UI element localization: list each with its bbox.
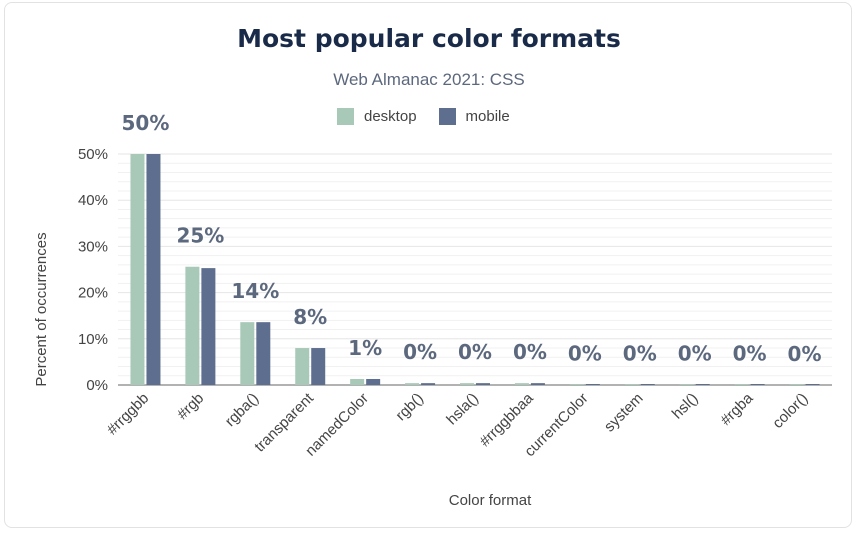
bar-mobile [530, 383, 545, 385]
data-label: 1% [348, 336, 382, 360]
data-label: 0% [568, 342, 602, 366]
x-tick-label: #rrggbb [104, 390, 153, 439]
bar-mobile [695, 384, 710, 385]
data-label: 0% [733, 342, 767, 366]
bar-desktop [295, 348, 310, 385]
bar-mobile [146, 154, 161, 385]
legend-label-desktop: desktop [364, 108, 417, 125]
data-label: 0% [623, 342, 657, 366]
data-label: 0% [403, 340, 437, 364]
data-label: 50% [122, 111, 170, 135]
legend-swatch-mobile [438, 108, 456, 125]
bar-desktop [460, 383, 474, 385]
x-tick-label: #rgba [717, 389, 757, 429]
bar-desktop [185, 266, 200, 385]
x-tick-label: #rgb [174, 390, 207, 423]
data-label: 25% [176, 224, 224, 248]
x-tick-label: hsl() [669, 390, 702, 423]
x-tick-label: system [601, 390, 647, 436]
bar-desktop [734, 384, 749, 385]
bar-desktop [624, 384, 639, 385]
bar-desktop [130, 154, 145, 385]
y-tick-label: 0% [86, 377, 108, 394]
x-tick-label: color() [769, 390, 811, 432]
x-tick-label: rgba() [222, 390, 262, 430]
bar-mobile [311, 348, 326, 385]
legend: desktop mobile [337, 108, 532, 125]
legend-item-mobile[interactable]: mobile [438, 108, 510, 125]
x-tick-label: hsla() [443, 390, 482, 429]
chart-title: Most popular color formats [237, 24, 621, 53]
y-tick-label: 50% [78, 146, 108, 163]
data-label: 0% [788, 342, 822, 366]
bar-mobile [366, 378, 381, 385]
legend-label-mobile: mobile [465, 108, 510, 125]
legend-swatch-desktop [337, 108, 354, 125]
bar-mobile [585, 384, 600, 385]
y-tick-label: 30% [78, 238, 108, 255]
data-label: 8% [293, 305, 327, 329]
bar-mobile [640, 384, 655, 385]
bar-desktop [679, 384, 694, 385]
data-label: 0% [678, 342, 712, 366]
y-tick-label: 20% [78, 285, 108, 302]
bar-desktop [350, 378, 365, 385]
chart-subtitle: Web Almanac 2021: CSS [333, 70, 525, 89]
bar-mobile [201, 268, 216, 385]
x-tick-label: rgb() [392, 390, 426, 424]
bar-mobile [421, 383, 436, 385]
legend-item-desktop[interactable]: desktop [337, 108, 417, 125]
y-axis-title: Percent of occurrences [33, 232, 50, 386]
data-label: 0% [458, 340, 492, 364]
y-tick-label: 40% [78, 192, 108, 209]
bar-desktop [569, 384, 584, 385]
y-tick-label: 10% [78, 331, 108, 348]
bar-mobile [256, 322, 271, 385]
bar-desktop [514, 383, 529, 385]
bar-desktop [240, 322, 255, 385]
bar-desktop [405, 383, 420, 385]
data-label: 0% [513, 340, 547, 364]
data-label: 14% [231, 279, 279, 303]
bar-mobile [476, 383, 490, 385]
bar-mobile [750, 384, 765, 385]
bar-mobile [805, 384, 820, 385]
bar-desktop [789, 384, 804, 385]
x-axis-title: Color format [449, 492, 532, 509]
